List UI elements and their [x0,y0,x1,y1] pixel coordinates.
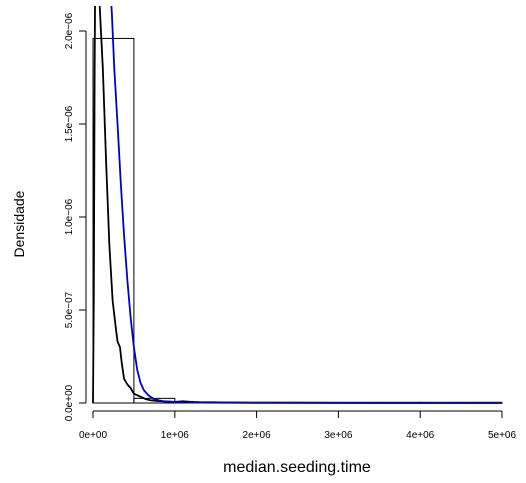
x-tick-label-1: 1e+06 [161,430,190,441]
density-curve-1 [110,6,503,404]
y-axis-title: Densidade [11,190,27,257]
histogram-bar-0 [92,37,135,404]
y-tick-label-2: 1.0e−06 [64,198,75,235]
x-tick-label-3: 3e+06 [324,430,353,441]
x-tick-label-4: 4e+06 [406,430,435,441]
y-tick-label-0: 0.0e+00 [64,384,75,421]
x-tick-label-0: 0e+00 [79,430,108,441]
y-tick-label-1: 5.0e−07 [64,291,75,328]
density-curve-0 [92,6,502,404]
density-lines [92,6,503,404]
x-axis: 0e+00 1e+06 2e+06 3e+06 4e+06 5e+06 [79,410,517,441]
x-tick-label-2: 2e+06 [243,430,272,441]
y-tick-label-3: 1.5e−06 [64,105,75,142]
x-tick-label-5: 5e+06 [488,430,517,441]
histogram-bins [92,37,503,404]
y-tick-label-4: 2.0e−06 [64,12,75,49]
y-axis: 0.0e+00 5.0e−07 1.0e−06 1.5e−06 2.0e−06 [64,12,87,421]
x-axis-title: median.seeding.time [223,459,371,476]
